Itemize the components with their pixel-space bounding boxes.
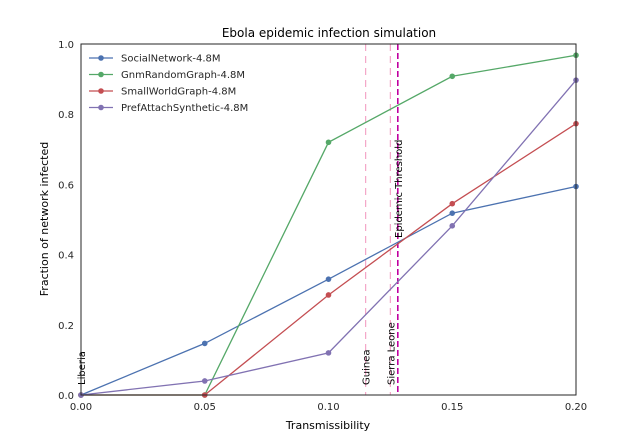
y-tick-label-3: 0.6 [58, 180, 74, 191]
series-3-point-1 [201, 378, 208, 384]
series-0-point-3 [449, 210, 456, 216]
legend-label-1: GnmRandomGraph-4.8M [121, 70, 245, 81]
series-2-point-2 [325, 292, 332, 298]
legend-label-0: SocialNetwork-4.8M [121, 54, 221, 65]
x-tick-label-2: 0.10 [317, 402, 339, 413]
x-axis: 0.00 0.05 0.10 0.15 0.20 [70, 402, 587, 413]
y-tick-label-5: 1.0 [58, 40, 74, 51]
y-tick-label-4: 0.8 [58, 110, 74, 121]
y-tick-label-1: 0.2 [58, 321, 74, 332]
series-line-0 [80, 185, 577, 396]
series-0-point-2 [325, 276, 332, 282]
x-tick-label-3: 0.15 [441, 402, 463, 413]
legend-marker-0 [98, 55, 104, 61]
series-3-point-2 [325, 350, 332, 356]
annotation-label-1: Guinea [362, 350, 373, 385]
annotation-label-0: Liberia [77, 351, 88, 385]
y-axis-title: Fraction of network infected [38, 142, 51, 296]
series-line-3 [80, 79, 577, 396]
plot-frame [80, 43, 577, 396]
legend-marker-1 [98, 71, 104, 78]
chart-title: Ebola epidemic infection simulation [222, 26, 436, 40]
y-tick-label-0: 0.0 [58, 391, 74, 402]
x-axis-title: Transmissibility [285, 419, 371, 432]
y-axis: 0.0 0.2 0.4 0.6 0.8 1.0 [58, 40, 74, 402]
series-1-point-2 [325, 139, 332, 146]
legend: SocialNetwork-4.8M GnmRandomGraph-4.8M Sma… [89, 54, 248, 114]
legend-marker-3 [98, 104, 104, 111]
series-3-point-3 [449, 223, 456, 229]
x-tick-label-4: 0.20 [565, 402, 587, 413]
legend-label-2: SmallWorldGraph-4.8M [121, 87, 236, 98]
series-2-point-3 [449, 200, 456, 207]
y-tick-label-2: 0.4 [58, 251, 74, 262]
series-1-point-3 [449, 73, 456, 80]
series-0-point-1 [201, 340, 208, 347]
legend-marker-2 [98, 88, 104, 94]
annotation-label-3: Epidemic Threshold [394, 140, 405, 238]
x-tick-label-1: 0.05 [194, 402, 216, 413]
annotation-label-2: Sierra Leone [386, 322, 397, 385]
x-tick-label-0: 0.00 [70, 402, 92, 413]
legend-label-3: PrefAttachSynthetic-4.8M [121, 103, 248, 114]
